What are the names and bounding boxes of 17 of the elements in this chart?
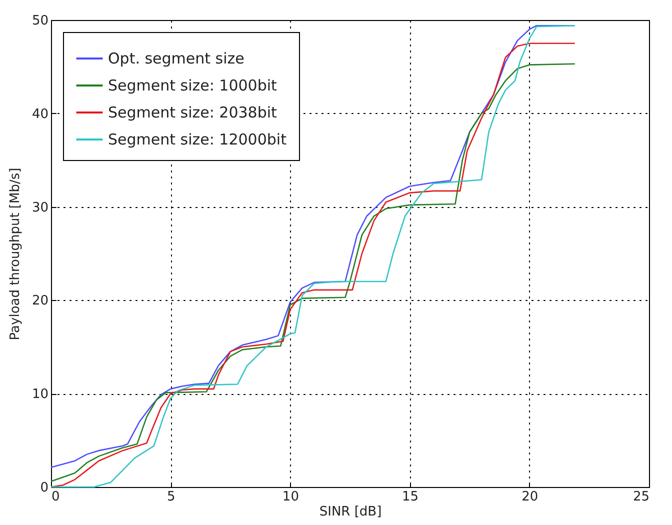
legend-label: Opt. segment size <box>108 50 244 68</box>
x-tick-label: 25 <box>632 490 650 504</box>
y-tick-label: 20 <box>32 294 48 309</box>
x-tick-label: 20 <box>522 490 538 504</box>
x-tick-label: 5 <box>166 490 176 504</box>
x-tick-label: 10 <box>282 490 299 504</box>
y-tick-label: 40 <box>32 106 48 122</box>
y-tick-label: 30 <box>32 200 48 216</box>
legend-label: Segment size: 2038bit <box>108 104 278 122</box>
x-axis-title: SINR [dB] <box>319 504 382 520</box>
x-tick-label: 15 <box>402 490 419 504</box>
y-tick-label: 10 <box>32 387 48 402</box>
y-axis-title: Payload throughput [Mb/s] <box>8 168 23 340</box>
x-tick-label: 0 <box>52 490 60 504</box>
legend-label: Segment size: 12000bit <box>108 130 287 148</box>
y-tick-label: 50 <box>32 14 48 28</box>
legend-label: Segment size: 1000bit <box>108 76 278 94</box>
